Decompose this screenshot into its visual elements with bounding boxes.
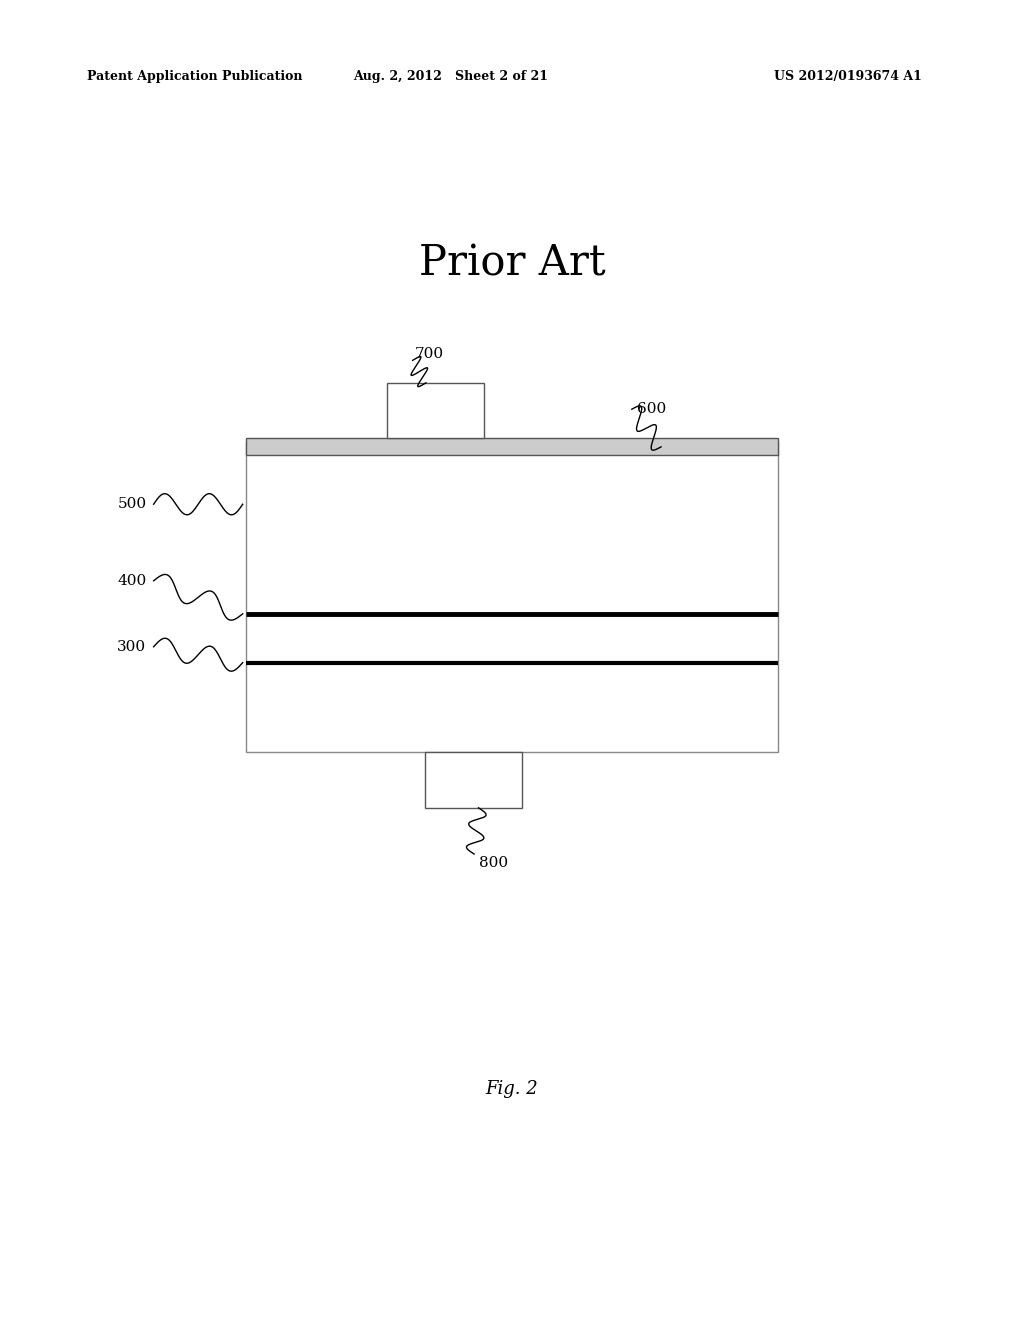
Bar [246,442,778,752]
Text: 600: 600 [637,403,667,416]
Bar [425,752,522,808]
Text: Prior Art: Prior Art [419,243,605,285]
Text: 500: 500 [118,498,146,511]
Bar [387,383,484,438]
Text: Fig. 2: Fig. 2 [485,1080,539,1098]
Bar [246,438,778,455]
Text: 400: 400 [117,574,146,587]
Text: 700: 700 [415,347,443,360]
Text: Patent Application Publication: Patent Application Publication [87,70,302,83]
Text: 800: 800 [479,857,508,870]
Text: US 2012/0193674 A1: US 2012/0193674 A1 [774,70,922,83]
Text: Aug. 2, 2012   Sheet 2 of 21: Aug. 2, 2012 Sheet 2 of 21 [353,70,548,83]
Text: 300: 300 [118,640,146,653]
